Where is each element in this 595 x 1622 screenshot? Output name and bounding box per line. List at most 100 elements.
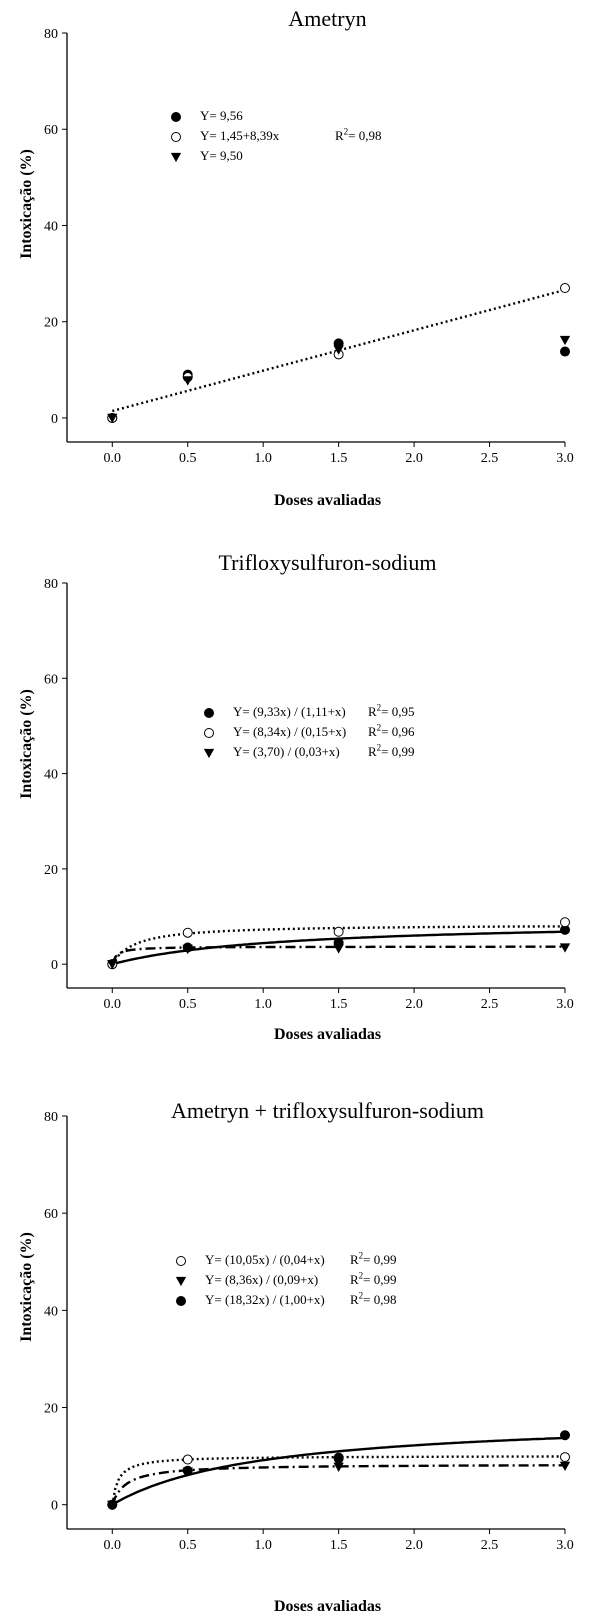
data-point bbox=[171, 112, 181, 122]
data-point bbox=[560, 1452, 570, 1463]
chart-panel-ametryn: Ametryn Intoxicação (%) 0 20 40 60 80 0.0 0.5 1… bbox=[0, 0, 595, 520]
open-circle-icon bbox=[176, 1256, 186, 1266]
chart-title: Trifloxysulfuron-sodium bbox=[218, 550, 437, 575]
x-tick-label: 1.5 bbox=[330, 1538, 348, 1553]
y-tick-label: 0 bbox=[51, 958, 58, 973]
filled-triangle-icon bbox=[170, 146, 184, 166]
data-point bbox=[560, 346, 570, 357]
data-point bbox=[204, 728, 214, 738]
data-point bbox=[107, 413, 118, 424]
x-tick-label: 0.5 bbox=[179, 1538, 197, 1553]
x-tick-label: 2.0 bbox=[405, 1538, 423, 1553]
fit-curve bbox=[111, 288, 566, 413]
x-tick-label: 1.0 bbox=[254, 1538, 272, 1553]
filled-circle-icon bbox=[175, 1290, 189, 1310]
y-tick-label: 60 bbox=[44, 123, 58, 138]
filled-triangle-icon bbox=[170, 152, 182, 163]
chart-panel-ametryn-trifloxysulfuron-sodium: Ametryn + trifloxysulfuron-sodium Intoxi… bbox=[0, 1078, 595, 1622]
filled-triangle-icon bbox=[175, 1276, 187, 1287]
legend-equation: Y= 1,45+8,39x bbox=[200, 128, 280, 143]
data-point bbox=[107, 1499, 118, 1510]
data-point bbox=[333, 926, 344, 937]
y-tick-label: 20 bbox=[44, 863, 58, 878]
filled-circle-icon bbox=[204, 708, 214, 718]
x-tick-label: 3.0 bbox=[556, 1538, 574, 1553]
data-point bbox=[559, 335, 571, 346]
data-point bbox=[170, 152, 182, 163]
legend-equation: Y= 9,56 bbox=[200, 108, 243, 123]
legend-r2-value: 0,98 bbox=[358, 128, 382, 143]
data-point bbox=[333, 345, 344, 355]
data-point bbox=[171, 132, 181, 142]
y-tick-label: 0 bbox=[51, 1499, 58, 1514]
y-tick-label: 80 bbox=[44, 27, 58, 42]
open-circle-icon bbox=[203, 722, 217, 742]
x-tick-label: 0.0 bbox=[104, 451, 122, 466]
data-point bbox=[204, 708, 214, 718]
y-axis-label: Intoxicação (%) bbox=[18, 689, 35, 799]
chart-title: Ametryn bbox=[288, 6, 367, 31]
plot-area: 0 20 40 60 80 0.0 0.5 1.0 1.5 2.0 2.5 3.0 bbox=[44, 1110, 574, 1553]
legend-r2: R2= 0,96 bbox=[368, 722, 415, 739]
filled-circle-icon bbox=[170, 106, 184, 126]
plot-area: 0 20 40 60 80 0.0 0.5 1.0 1.5 2.0 2.5 3.0 bbox=[44, 27, 574, 466]
data-point bbox=[182, 1465, 193, 1476]
legend-equation: Y= (3,70) / (0,03+x) bbox=[233, 744, 340, 759]
data-point bbox=[560, 917, 570, 928]
open-circle-icon bbox=[170, 126, 184, 146]
data-point bbox=[560, 283, 570, 294]
x-tick-label: 2.0 bbox=[405, 997, 423, 1012]
legend-equation: Y= (9,33x) / (1,11+x) bbox=[233, 704, 346, 719]
y-tick-label: 20 bbox=[44, 316, 58, 331]
x-tick-label: 0.0 bbox=[104, 1538, 122, 1553]
chart-title: Ametryn + trifloxysulfuron-sodium bbox=[170, 1098, 485, 1123]
data-point bbox=[176, 1256, 186, 1266]
y-tick-label: 20 bbox=[44, 1402, 58, 1417]
x-tick-label: 2.5 bbox=[481, 1538, 499, 1553]
data-point bbox=[203, 748, 215, 759]
open-circle-icon bbox=[175, 1250, 189, 1270]
data-point bbox=[182, 927, 193, 938]
y-tick-label: 60 bbox=[44, 672, 58, 687]
legend-r2: R2= 0,95 bbox=[368, 702, 415, 719]
x-tick-label: 3.0 bbox=[556, 997, 574, 1012]
y-tick-label: 40 bbox=[44, 1304, 58, 1319]
legend-equation: Y= (10,05x) / (0,04+x) bbox=[205, 1252, 325, 1267]
x-axis-label: Doses avaliadas bbox=[273, 492, 382, 509]
x-tick-label: 1.0 bbox=[254, 997, 272, 1012]
y-axis-label: Intoxicação (%) bbox=[18, 1232, 35, 1342]
legend-equation: Y= 9,50 bbox=[200, 148, 243, 163]
legend-r2-value: 0,99 bbox=[373, 1272, 397, 1287]
data-point bbox=[559, 1461, 571, 1472]
legend-r2: R2= 0,99 bbox=[350, 1250, 397, 1267]
data-point bbox=[333, 1462, 344, 1472]
y-axis-label: Intoxicação (%) bbox=[18, 149, 35, 259]
legend-r2-value: 0,98 bbox=[373, 1292, 397, 1307]
filled-triangle-icon bbox=[175, 1270, 189, 1290]
y-tick-label: 80 bbox=[44, 1110, 58, 1125]
x-tick-label: 0.5 bbox=[179, 997, 197, 1012]
x-axis-label: Doses avaliadas bbox=[273, 1598, 382, 1615]
x-tick-label: 0.0 bbox=[104, 997, 122, 1012]
data-point bbox=[182, 376, 193, 386]
legend-r2: R2= 0,99 bbox=[368, 742, 415, 759]
open-circle-icon bbox=[204, 728, 214, 738]
filled-triangle-icon bbox=[203, 748, 215, 759]
filled-triangle-icon bbox=[203, 742, 217, 762]
filled-circle-icon bbox=[176, 1296, 186, 1306]
x-tick-label: 1.5 bbox=[330, 451, 348, 466]
legend-equation: Y= (8,36x) / (0,09+x) bbox=[205, 1272, 319, 1287]
legend-r2: R2= 0,99 bbox=[350, 1270, 397, 1287]
legend-r2-value: 0,96 bbox=[391, 724, 415, 739]
legend-equation: Y= (18,32x) / (1,00+x) bbox=[205, 1292, 325, 1307]
x-tick-label: 2.5 bbox=[481, 997, 499, 1012]
y-tick-label: 0 bbox=[51, 412, 58, 427]
legend-r2-value: 0,95 bbox=[391, 704, 415, 719]
legend-equation: Y= (8,34x) / (0,15+x) bbox=[233, 724, 347, 739]
x-tick-label: 2.5 bbox=[481, 451, 499, 466]
data-point bbox=[182, 944, 193, 955]
x-tick-label: 3.0 bbox=[556, 451, 574, 466]
x-axis-label: Doses avaliadas bbox=[273, 1026, 382, 1043]
legend-r2: R2= 0,98 bbox=[350, 1290, 397, 1307]
data-point bbox=[559, 943, 571, 953]
